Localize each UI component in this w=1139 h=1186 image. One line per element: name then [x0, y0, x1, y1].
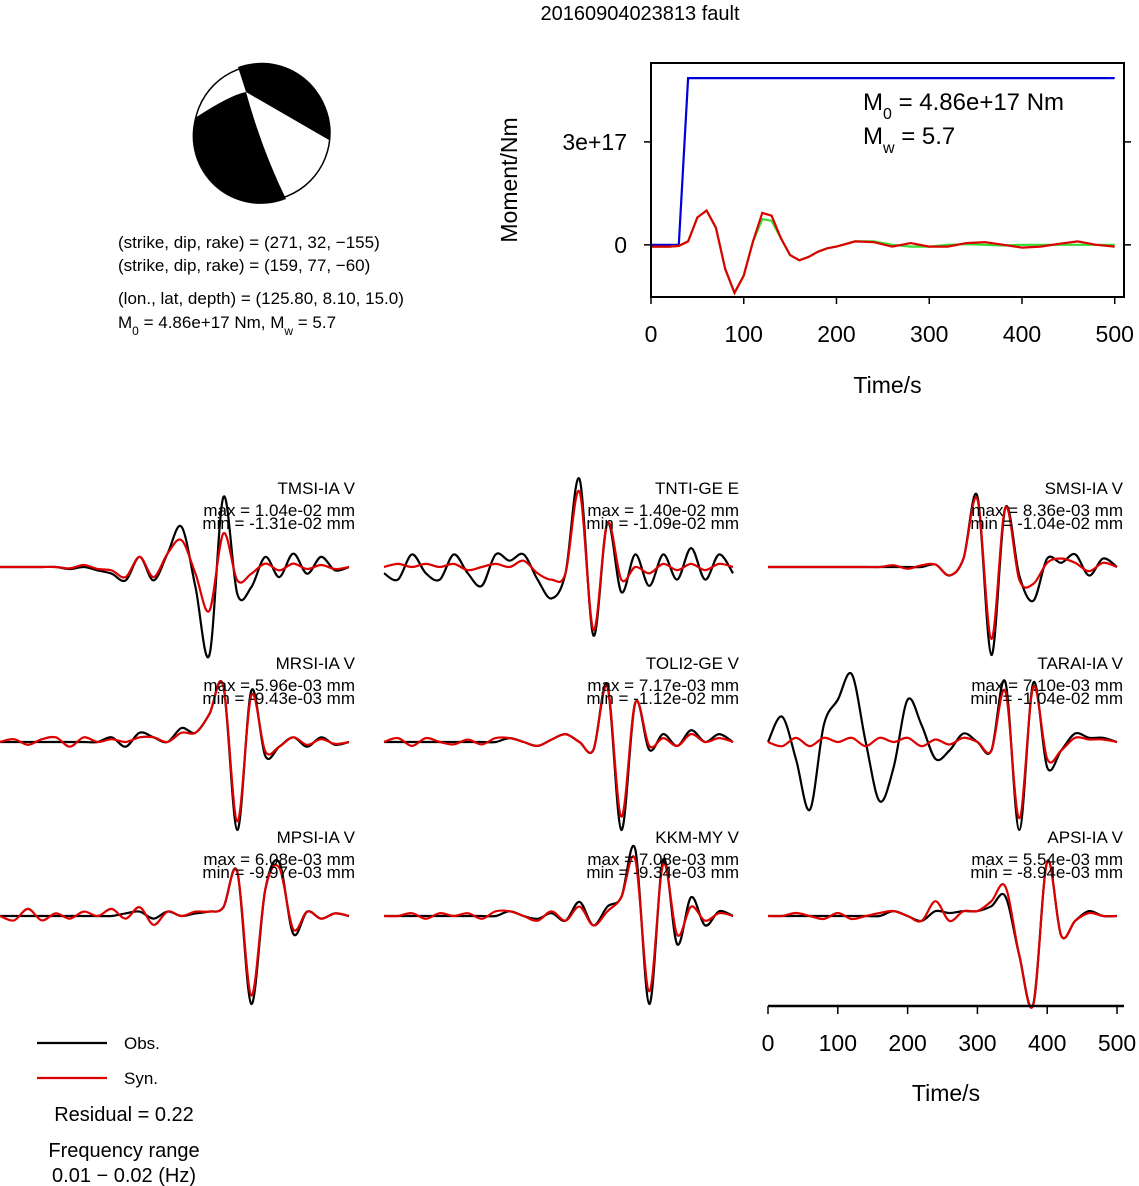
text-part: = 4.86e+17 Nm, M: [139, 313, 285, 332]
x-tick-label: 300: [958, 1030, 996, 1056]
max-label: max = 1.40e-02 mm: [587, 501, 739, 520]
station-label: SMSI-IA V: [1045, 479, 1124, 498]
x-axis-label: Time/s: [853, 372, 921, 398]
figure-title: 20160904023813 fault: [540, 3, 740, 25]
min-label: min = -1.04e-02 mm: [970, 689, 1123, 708]
y-axis-label: Moment/Nm: [496, 117, 522, 242]
station-label: TOLI2-GE V: [646, 654, 740, 673]
beachball: [192, 62, 331, 204]
legend-label: Syn.: [124, 1069, 158, 1088]
subscript: w: [882, 140, 895, 157]
x-tick-label: 400: [1028, 1030, 1066, 1056]
station-label: TARAI-IA V: [1037, 654, 1123, 673]
max-label: max = 5.54e-03 mm: [971, 850, 1123, 869]
x-tick-label: 100: [725, 321, 763, 347]
compressional-quadrant: [238, 62, 330, 140]
min-label: min = -1.04e-02 mm: [970, 514, 1123, 533]
max-label: max = 7.17e-03 mm: [587, 676, 739, 695]
x-tick-label: 200: [888, 1030, 926, 1056]
frequency-range: 0.01 − 0.02 (Hz): [52, 1165, 196, 1186]
text-part: = 5.7: [293, 313, 336, 332]
text-part: = 5.7: [895, 123, 956, 150]
focal-text: (strike, dip, rake) = (271, 32, −155): [118, 233, 380, 252]
min-label: min = -9.97e-03 mm: [202, 863, 355, 882]
max-label: max = 6.08e-03 mm: [203, 850, 355, 869]
max-label: max = 7.08e-03 mm: [587, 850, 739, 869]
plot-frame: [650, 62, 1125, 298]
min-label: min = -8.94e-03 mm: [970, 863, 1123, 882]
obs-trace: [767, 671, 1118, 832]
subscript: 0: [883, 106, 892, 123]
text-part: = 4.86e+17 Nm: [892, 89, 1064, 116]
min-label: min = -9.43e-03 mm: [202, 689, 355, 708]
max-label: max = 5.96e-03 mm: [203, 676, 355, 695]
x-tick-label: 0: [645, 321, 658, 347]
max-label: max = 1.04e-02 mm: [203, 501, 355, 520]
legend-label: Obs.: [124, 1034, 160, 1053]
x-tick-label: 500: [1098, 1030, 1136, 1056]
x-tick-label: 400: [1003, 321, 1041, 347]
max-label: max = 7.10e-03 mm: [971, 676, 1123, 695]
syn-trace: [383, 855, 734, 993]
station-label: TMSI-IA V: [278, 479, 356, 498]
syn-trace: [768, 496, 1118, 641]
min-label: min = -1.09e-02 mm: [586, 514, 739, 533]
subscript: 0: [132, 324, 139, 338]
compressional-quadrant: [192, 92, 286, 204]
syn-trace: [767, 685, 1118, 820]
subscript: w: [283, 324, 293, 338]
max-label: max = 8.36e-03 mm: [971, 501, 1123, 520]
focal-text: (strike, dip, rake) = (159, 77, −60): [118, 256, 370, 275]
y-tick-label: 0: [614, 232, 627, 258]
station-label: APSI-IA V: [1047, 828, 1123, 847]
moment-line: [651, 77, 1115, 246]
moment-line: [651, 208, 1115, 296]
x-tick-label: 500: [1096, 321, 1134, 347]
station-label: MRSI-IA V: [276, 654, 356, 673]
annotation: Mw = 5.7: [863, 123, 955, 157]
min-label: min = -1.31e-02 mm: [202, 514, 355, 533]
text-part: M: [863, 123, 883, 150]
y-tick-label: 3e+17: [562, 129, 627, 155]
syn-trace: [383, 684, 734, 818]
annotation: M0 = 4.86e+17 Nm: [863, 89, 1064, 123]
obs-trace: [767, 859, 1118, 1009]
syn-trace: [0, 532, 350, 613]
station-label: KKM-MY V: [655, 828, 739, 847]
focal-moment: M0 = 4.86e+17 Nm, Mw = 5.7: [118, 313, 336, 338]
x-tick-label: 100: [819, 1030, 857, 1056]
text-part: M: [863, 89, 883, 116]
syn-trace: [383, 489, 734, 632]
x-tick-label: 0: [762, 1030, 775, 1056]
syn-trace: [0, 864, 350, 997]
min-label: min = -9.34e-03 mm: [586, 863, 739, 882]
x-tick-label: 200: [817, 321, 855, 347]
x-axis-label: Time/s: [912, 1080, 980, 1106]
min-label: min = -1.12e-02 mm: [586, 689, 739, 708]
text-part: M: [118, 313, 132, 332]
station-label: TNTI-GE E: [655, 479, 739, 498]
syn-trace: [0, 680, 350, 823]
residual: Residual = 0.22: [54, 1104, 194, 1126]
x-tick-label: 300: [910, 321, 948, 347]
syn-trace: [767, 859, 1118, 1009]
station-label: MPSI-IA V: [277, 828, 356, 847]
focal-text: (lon., lat, depth) = (125.80, 8.10, 15.0…: [118, 289, 404, 308]
frequency-title: Frequency range: [48, 1140, 199, 1162]
